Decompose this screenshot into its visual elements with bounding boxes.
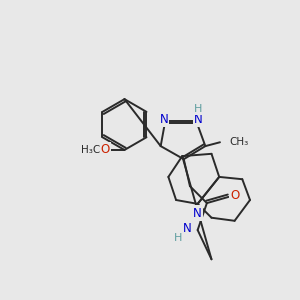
Text: N: N bbox=[159, 113, 168, 126]
Text: CH₃: CH₃ bbox=[229, 137, 248, 147]
Text: N: N bbox=[194, 113, 203, 126]
Text: N: N bbox=[193, 207, 202, 220]
Text: O: O bbox=[230, 189, 239, 202]
Text: N: N bbox=[182, 222, 191, 235]
Text: O: O bbox=[100, 143, 110, 157]
Text: H: H bbox=[174, 233, 183, 243]
Text: H: H bbox=[194, 104, 202, 114]
Text: H₃C: H₃C bbox=[81, 145, 100, 155]
